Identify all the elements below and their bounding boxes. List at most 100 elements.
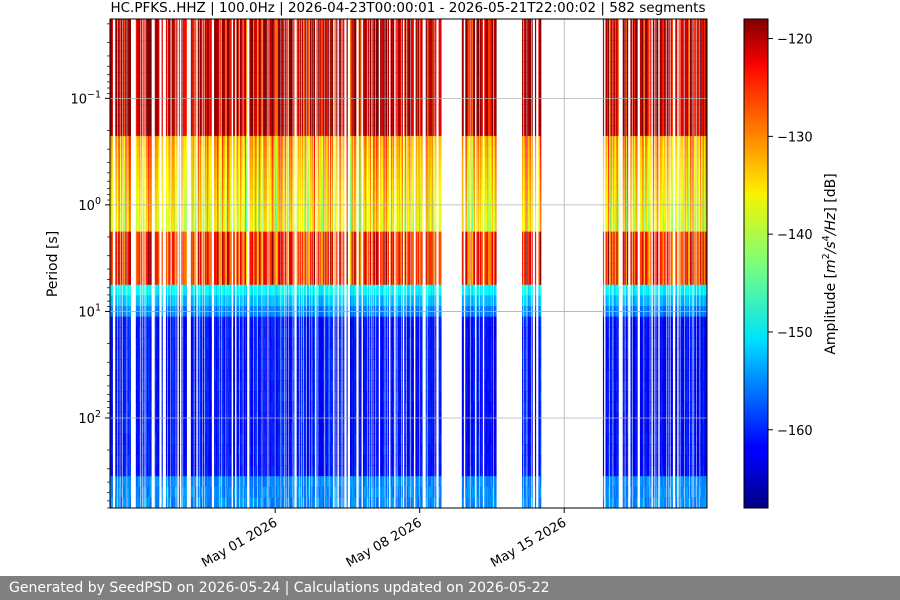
psd-cell xyxy=(136,93,138,105)
psd-cell xyxy=(173,220,175,233)
psd-cell xyxy=(191,337,193,350)
psd-cell xyxy=(226,284,229,296)
psd-cell xyxy=(222,167,224,180)
psd-cell xyxy=(127,274,129,286)
psd-cell xyxy=(205,242,207,254)
psd-segment xyxy=(195,19,197,508)
psd-cell xyxy=(227,231,230,243)
psd-cell xyxy=(158,114,160,126)
psd-cell xyxy=(201,465,203,477)
psd-cell xyxy=(123,274,125,286)
psd-cell xyxy=(173,40,175,52)
psd-cell xyxy=(238,422,240,435)
psd-cell xyxy=(241,178,243,190)
psd-cell xyxy=(226,114,229,126)
psd-cell xyxy=(146,497,149,508)
psd-cell xyxy=(115,189,117,201)
psd-cell xyxy=(195,454,197,467)
psd-cell xyxy=(190,146,193,158)
psd-cell xyxy=(176,135,178,148)
psd-cell xyxy=(239,454,242,467)
psd-cell xyxy=(173,486,175,498)
psd-cell xyxy=(194,465,196,477)
psd-cell xyxy=(222,476,224,488)
psd-cell xyxy=(128,295,130,307)
psd-cell xyxy=(226,167,229,180)
psd-cell xyxy=(146,252,149,265)
psd-cell xyxy=(251,135,254,148)
psd-cell xyxy=(244,486,246,498)
psd-segment xyxy=(136,19,138,508)
psd-cell xyxy=(253,50,255,63)
psd-cell xyxy=(208,167,211,180)
psd-cell xyxy=(185,199,187,211)
psd-cell xyxy=(195,401,197,413)
psd-cell xyxy=(191,465,193,477)
psd-cell xyxy=(240,135,242,148)
psd-cell xyxy=(226,19,229,31)
psd-cell xyxy=(171,465,174,477)
psd-cell xyxy=(137,433,139,445)
psd-cell xyxy=(200,263,202,275)
psd-cell xyxy=(169,401,171,413)
psd-cell xyxy=(233,465,235,477)
psd-cell xyxy=(220,295,222,307)
psd-cell xyxy=(223,220,225,233)
psd-cell xyxy=(190,220,193,233)
psd-cell xyxy=(146,29,149,41)
psd-cell xyxy=(173,295,175,307)
psd-cell xyxy=(123,263,125,275)
psd-cell xyxy=(129,380,131,392)
psd-cell xyxy=(157,189,159,201)
psd-cell xyxy=(110,29,113,41)
psd-cell xyxy=(178,157,181,169)
psd-cell xyxy=(249,263,251,275)
psd-cell xyxy=(241,316,243,328)
psd-cell xyxy=(221,104,224,116)
psd-cell xyxy=(149,295,151,307)
psd-cell xyxy=(194,157,196,169)
psd-cell xyxy=(155,476,157,488)
psd-cell xyxy=(245,454,248,467)
psd-cell xyxy=(116,422,118,435)
psd-cell xyxy=(191,263,193,275)
psd-cell xyxy=(115,178,117,190)
psd-cell xyxy=(250,327,252,339)
psd-cell xyxy=(230,316,232,328)
psd-cell xyxy=(172,210,174,222)
psd-cell xyxy=(226,454,228,467)
psd-cell xyxy=(110,497,112,508)
psd-cell xyxy=(154,125,156,137)
psd-cell xyxy=(217,444,219,456)
psd-cell xyxy=(121,274,123,286)
psd-cell xyxy=(122,391,125,403)
psd-cell xyxy=(253,82,255,95)
psd-cell xyxy=(137,454,139,467)
psd-cell xyxy=(118,72,120,84)
psd-cell xyxy=(185,391,187,403)
psd-cell xyxy=(185,433,187,445)
psd-cell xyxy=(110,295,112,307)
psd-cell xyxy=(190,337,193,350)
psd-cell xyxy=(138,114,140,126)
psd-cell xyxy=(181,242,183,254)
psd-cell xyxy=(174,391,176,403)
psd-cell xyxy=(243,210,245,222)
psd-cell xyxy=(150,125,152,137)
psd-cell xyxy=(121,157,123,169)
psd-cell xyxy=(176,391,178,403)
psd-cell xyxy=(176,252,178,265)
psd-cell xyxy=(158,146,160,158)
psd-cell xyxy=(202,114,205,126)
psd-cell xyxy=(140,263,143,275)
psd-cell xyxy=(155,242,157,254)
psd-cell xyxy=(146,146,149,158)
psd-cell xyxy=(228,444,230,456)
psd-cell xyxy=(253,274,255,286)
psd-segment xyxy=(129,19,131,508)
psd-cell xyxy=(251,401,253,413)
psd-cell xyxy=(178,189,181,201)
psd-cell xyxy=(208,497,211,508)
psd-cell xyxy=(154,231,156,243)
psd-cell xyxy=(121,135,123,148)
